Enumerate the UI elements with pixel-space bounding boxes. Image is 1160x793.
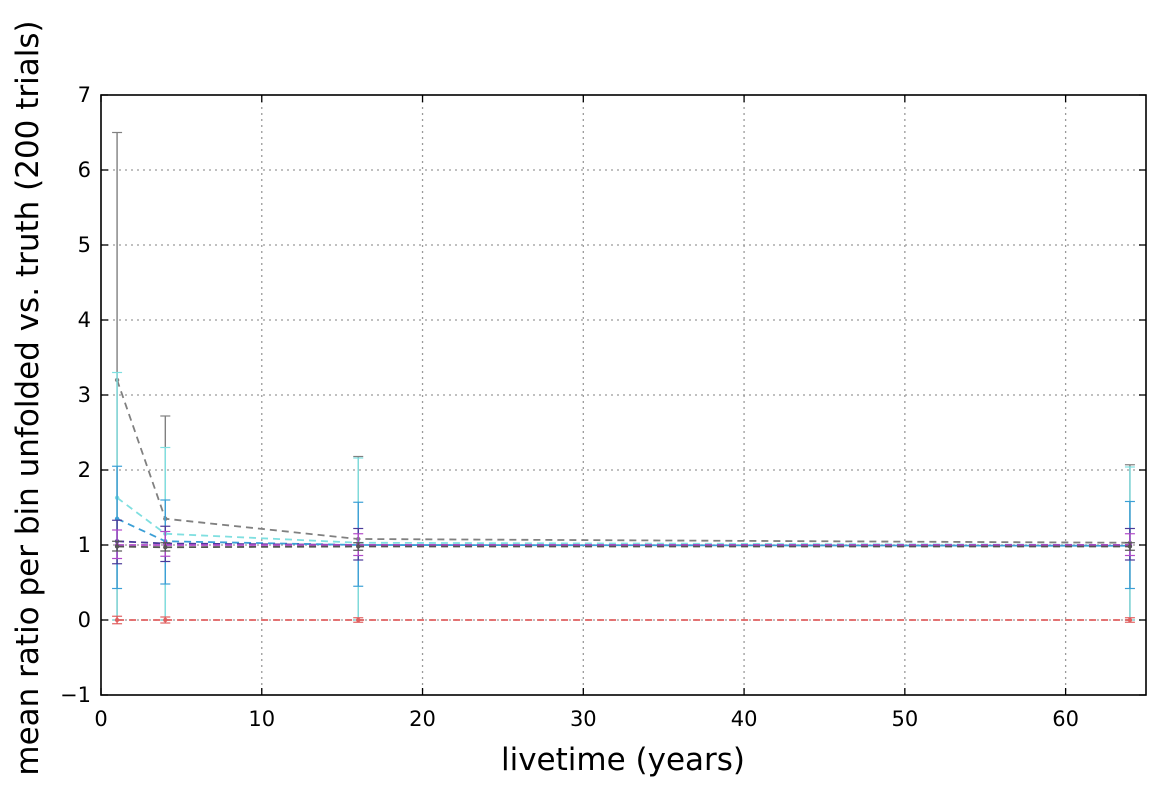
y-tick-label: 7 [78,83,91,107]
series-line [116,517,1130,547]
y-tick-label: 1 [78,533,91,557]
y-tick-label: 4 [78,308,91,332]
y-tick-label: 2 [78,458,91,482]
data-point [356,544,361,549]
y-tick-label: 6 [78,158,91,182]
series-6 [112,615,1135,625]
data-point [163,545,168,550]
x-tick-label: 40 [731,707,758,731]
series-layer [112,131,1135,625]
x-tick-label: 0 [94,707,107,731]
data-point [1127,544,1133,549]
x-tick-label: 60 [1052,707,1079,731]
y-tick-label: 3 [78,383,91,407]
x-tick-label: 30 [570,707,597,731]
data-point [356,617,361,623]
y-tick-label: −1 [60,683,91,707]
data-point [114,617,120,623]
series-line [116,379,1130,544]
y-tick-label: 5 [78,233,91,257]
data-point [114,544,120,549]
plot-frame [100,94,1147,696]
data-point [1127,617,1133,623]
y-tick-label: 0 [78,608,91,632]
x-tick-label: 20 [409,707,436,731]
series-5 [112,540,1135,552]
x-axis-title: livetime (years) [501,742,745,778]
data-point [163,617,168,623]
series-line [117,545,1130,549]
x-tick-label: 50 [891,707,918,731]
series-line [116,497,1130,546]
y-axis-title: mean ratio per bin unfolded vs. truth (2… [10,20,46,775]
x-tick-label: 10 [248,707,275,731]
